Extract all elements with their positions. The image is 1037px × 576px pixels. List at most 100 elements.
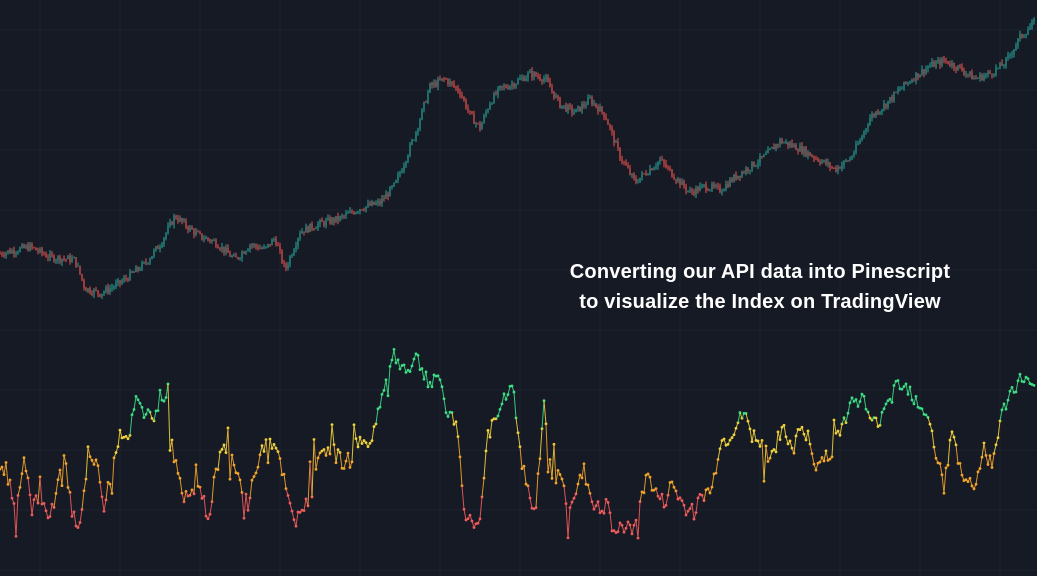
index-segment <box>823 450 827 462</box>
price-candle <box>1 253 3 255</box>
index-segment <box>183 491 187 502</box>
price-candle <box>681 180 683 186</box>
index-segment <box>997 420 1001 438</box>
price-candle <box>951 63 953 66</box>
price-candle <box>577 106 579 109</box>
price-candle <box>811 155 813 157</box>
price-candle <box>691 190 693 192</box>
index-segment <box>811 453 815 465</box>
price-candle <box>363 210 365 212</box>
index-segment <box>85 446 89 480</box>
index-segment <box>603 499 607 514</box>
price-candle <box>89 288 91 293</box>
index-segment <box>617 522 621 532</box>
price-candle <box>517 79 519 84</box>
index-segment <box>879 412 883 426</box>
index-segment <box>753 430 757 441</box>
index-segment <box>49 504 53 517</box>
price-candle <box>1015 45 1017 50</box>
price-candle <box>329 217 331 224</box>
index-segment <box>61 455 65 486</box>
price-candle <box>457 87 459 92</box>
price-candle <box>93 289 95 295</box>
price-candle <box>555 95 557 98</box>
index-segment <box>353 424 357 439</box>
price-candle <box>491 103 493 105</box>
price-candle <box>651 168 653 171</box>
index-segment <box>985 455 989 465</box>
price-candle <box>647 174 649 176</box>
price-candle <box>221 246 223 250</box>
price-candle <box>749 169 751 172</box>
index-segment <box>463 509 467 521</box>
index-segment <box>839 423 843 436</box>
price-candle <box>541 79 543 82</box>
price-candle <box>411 140 413 145</box>
price-candle <box>893 92 895 101</box>
price-candle <box>205 237 207 240</box>
price-candle <box>57 256 59 261</box>
price-candle <box>225 247 227 253</box>
price-candle <box>415 131 417 140</box>
price-candle <box>717 185 719 187</box>
price-candle <box>293 250 295 256</box>
price-candle <box>99 293 101 297</box>
price-candle <box>295 245 297 251</box>
index-segment <box>195 464 199 487</box>
price-candle <box>463 97 465 101</box>
price-candle <box>5 252 7 256</box>
price-candle <box>559 97 561 108</box>
index-segment <box>629 524 633 534</box>
price-candle <box>189 226 191 231</box>
price-candle <box>121 281 123 284</box>
price-candle <box>387 194 389 197</box>
price-candle <box>1023 35 1025 38</box>
price-candle <box>155 246 157 251</box>
price-candle <box>567 105 569 112</box>
index-segment <box>333 444 337 463</box>
price-candle <box>373 201 375 205</box>
price-candle <box>465 100 467 109</box>
price-candle <box>905 81 907 84</box>
index-segment <box>589 493 593 502</box>
price-candle <box>369 203 371 206</box>
price-candle <box>9 250 11 254</box>
price-candle <box>23 244 25 248</box>
index-segment <box>101 496 105 512</box>
index-segment <box>547 459 551 473</box>
index-segment <box>523 466 527 485</box>
price-candle <box>263 246 265 249</box>
price-candle <box>233 255 235 257</box>
index-series <box>0 347 1036 540</box>
price-candle <box>403 165 405 171</box>
price-candle <box>309 223 311 232</box>
index-segment <box>793 435 797 454</box>
price-candle <box>929 65 931 68</box>
price-candle <box>637 182 639 184</box>
price-candle <box>649 168 651 175</box>
index-segment <box>355 438 359 448</box>
index-segment <box>833 419 837 434</box>
price-candle <box>855 144 857 153</box>
price-candle <box>213 240 215 242</box>
price-candle <box>475 122 477 124</box>
price-candle <box>1019 33 1021 39</box>
index-segment <box>637 501 641 539</box>
index-segment <box>667 482 671 496</box>
index-segment <box>999 409 1003 421</box>
index-segment <box>303 498 307 511</box>
price-candle <box>375 202 377 205</box>
index-segment <box>583 463 587 485</box>
price-candle <box>65 258 67 260</box>
index-segment <box>103 499 107 512</box>
price-candle <box>591 97 593 105</box>
price-candle <box>207 237 209 240</box>
price-candle <box>1013 49 1015 55</box>
price-candle <box>1011 54 1013 56</box>
price-candle <box>713 184 715 187</box>
price-candle <box>103 291 105 294</box>
price-candle <box>877 111 879 114</box>
price-candle <box>785 141 787 143</box>
price-candle <box>327 217 329 221</box>
price-candle <box>401 170 403 173</box>
